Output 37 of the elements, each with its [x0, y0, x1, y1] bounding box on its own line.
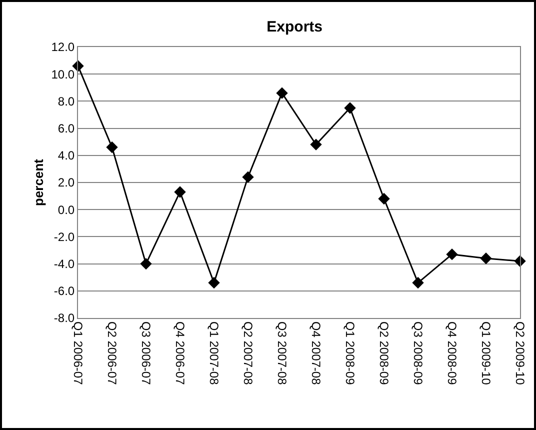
y-tick-label: -4.0: [54, 257, 75, 271]
point: [208, 276, 220, 289]
point: [480, 252, 492, 264]
y-tick-label: -2.0: [54, 230, 75, 244]
y-tick-label: 0.0: [58, 202, 75, 217]
point: [174, 186, 186, 198]
point: [276, 87, 288, 99]
x-tick-label: Q2 2007-08: [241, 321, 256, 386]
x-tick-label: Q3 2008-09: [411, 321, 426, 386]
y-tick-label: 6.0: [58, 122, 75, 136]
y-tick-label: 2.0: [58, 176, 75, 190]
point: [106, 141, 118, 154]
point: [344, 102, 356, 114]
x-tick-label: Q2 2008-09: [377, 321, 392, 386]
point: [242, 171, 254, 183]
x-tick-label: Q2 2009-10: [513, 321, 528, 386]
point: [378, 192, 390, 205]
x-tick-label: Q3 2006-07: [139, 321, 154, 386]
x-tick-label: Q2 2006-07: [105, 321, 120, 386]
y-axis-title: percent: [31, 158, 46, 206]
point: [412, 276, 424, 289]
x-tick-label: Q1 2008-09: [343, 321, 358, 386]
point: [446, 248, 458, 260]
x-tick-label: Q4 2007-08: [309, 321, 324, 386]
x-tick-label: Q4 2006-07: [173, 321, 188, 386]
y-tick-label: 8.0: [58, 94, 75, 108]
y-tick-label: 12.0: [51, 40, 75, 54]
point: [140, 258, 152, 270]
point: [310, 138, 322, 150]
x-tick-label: Q4 2008-09: [445, 321, 460, 386]
chart-title: Exports: [266, 18, 323, 36]
x-tick-label: Q3 2007-08: [275, 321, 290, 386]
y-tick-label: 4.0: [58, 148, 75, 163]
y-tick-label: 10.0: [51, 67, 75, 82]
x-tick-label: Q1 2009-10: [479, 321, 494, 386]
x-tick-label: Q1 2007-08: [207, 321, 222, 386]
y-tick-label: -6.0: [54, 284, 75, 298]
